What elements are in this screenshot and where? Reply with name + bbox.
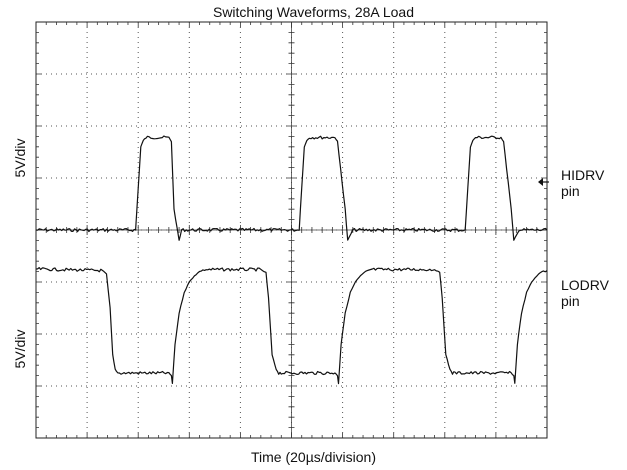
lodrv-label-line-1: LODRV <box>561 277 609 293</box>
lodrv-pin-label: LODRV pin <box>561 277 609 309</box>
chart-title: Switching Waveforms, 28A Load <box>212 4 415 20</box>
hidrv-marker-arrow-icon <box>538 178 543 186</box>
lodrv-trace <box>35 267 548 385</box>
hidrv-label-line-2: pin <box>561 183 580 199</box>
hidrv-trace <box>35 135 548 241</box>
hidrv-pin-label: HIDRV pin <box>561 167 604 199</box>
trace-layer <box>35 135 548 385</box>
hidrv-label-line-1: HIDRV <box>561 167 605 183</box>
y-axis-label-hidrv: 5V/div <box>12 138 28 178</box>
marker-layer <box>538 178 549 186</box>
y-axis-label-lodrv: 5V/div <box>12 329 28 369</box>
lodrv-label-line-2: pin <box>561 293 580 309</box>
x-axis-label: Time (20µs/division) <box>250 449 377 465</box>
